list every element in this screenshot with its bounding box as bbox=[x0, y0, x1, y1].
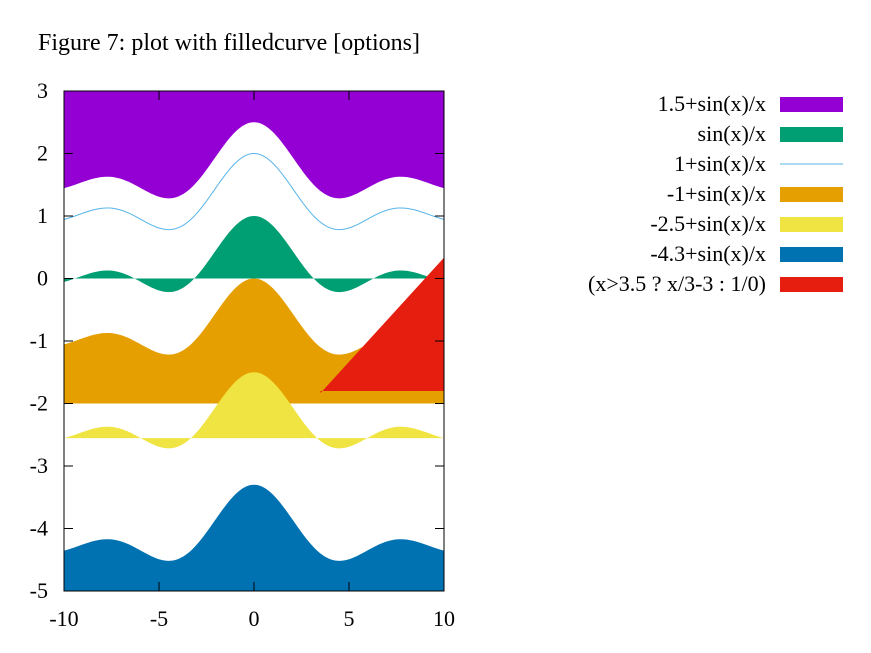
x-tick-label: 10 bbox=[433, 606, 455, 631]
y-tick-label: -5 bbox=[30, 578, 48, 603]
legend-label: 1+sin(x)/x bbox=[674, 151, 766, 176]
y-tick-label: 1 bbox=[37, 203, 48, 228]
series-fill-2 bbox=[64, 216, 444, 293]
legend-swatch bbox=[780, 277, 843, 292]
legend-label: -1+sin(x)/x bbox=[667, 181, 766, 206]
series-fill-5 bbox=[64, 372, 444, 449]
x-tick-label: 5 bbox=[344, 606, 355, 631]
legend-label: -4.3+sin(x)/x bbox=[650, 241, 766, 266]
y-tick-label: -4 bbox=[30, 516, 48, 541]
legend-label: sin(x)/x bbox=[698, 121, 766, 146]
x-tick-label: -10 bbox=[49, 606, 78, 631]
y-tick-label: -1 bbox=[30, 328, 48, 353]
y-tick-label: 0 bbox=[37, 266, 48, 291]
plot-area bbox=[63, 91, 445, 591]
legend-swatch bbox=[780, 217, 843, 232]
y-tick-label: 2 bbox=[37, 141, 48, 166]
legend-label: 1.5+sin(x)/x bbox=[658, 91, 766, 116]
legend: 1.5+sin(x)/x sin(x)/x 1+sin(x)/x -1+sin(x)/… bbox=[588, 91, 843, 296]
y-tick-label: 3 bbox=[37, 78, 48, 103]
legend-swatch bbox=[780, 247, 843, 262]
legend-swatch bbox=[780, 127, 843, 142]
series-fill-1 bbox=[64, 91, 444, 199]
legend-label: -2.5+sin(x)/x bbox=[650, 211, 766, 236]
legend-swatch bbox=[780, 187, 843, 202]
series-fill-6 bbox=[64, 484, 444, 591]
series-line-3 bbox=[63, 152, 445, 231]
y-tick-label: -2 bbox=[30, 391, 48, 416]
chart-title: Figure 7: plot with filledcurve [options… bbox=[38, 30, 420, 56]
x-tick-label: 0 bbox=[249, 606, 260, 631]
y-tick-label: -3 bbox=[30, 453, 48, 478]
x-tick-label: -5 bbox=[150, 606, 168, 631]
series-fill-7 bbox=[320, 257, 444, 394]
legend-label: (x>3.5 ? x/3-3 : 1/0) bbox=[588, 271, 766, 296]
legend-swatch bbox=[780, 97, 843, 112]
